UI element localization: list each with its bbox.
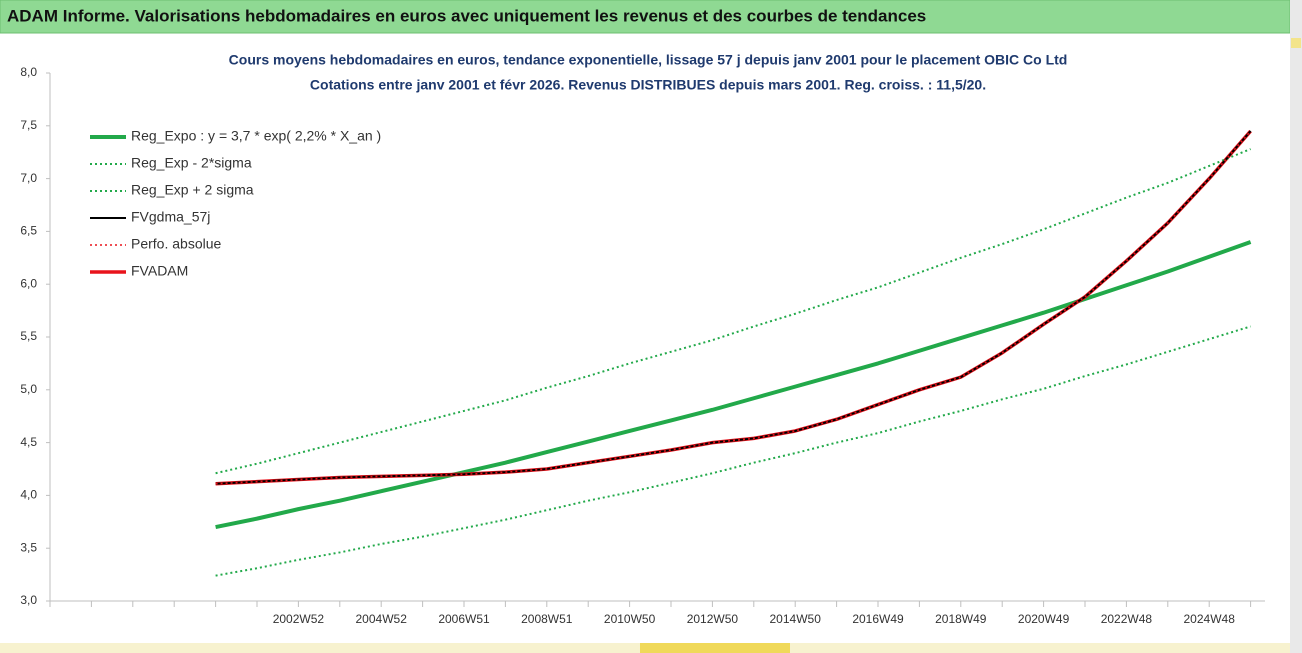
y-tick-label: 8,0 bbox=[20, 65, 37, 79]
y-tick-label: 5,0 bbox=[20, 382, 37, 396]
x-tick-label: 2014W50 bbox=[770, 612, 822, 626]
x-tick-label: 2006W51 bbox=[438, 612, 490, 626]
header-title: ADAM Informe. Valorisations hebdomadaire… bbox=[7, 6, 926, 25]
legend-label: FVgdma_57j bbox=[131, 209, 210, 225]
legend-label: Reg_Expo : y = 3,7 * exp( 2,2% * X_an ) bbox=[131, 128, 381, 144]
x-tick-label: 2002W52 bbox=[273, 612, 325, 626]
legend-label: Reg_Exp - 2*sigma bbox=[131, 155, 252, 171]
y-tick-label: 6,0 bbox=[20, 276, 37, 290]
y-tick-label: 4,0 bbox=[20, 488, 37, 502]
legend-label: FVADAM bbox=[131, 263, 188, 279]
x-tick-label: 2008W51 bbox=[521, 612, 573, 626]
y-tick-label: 7,0 bbox=[20, 171, 37, 185]
chart-title: Cours moyens hebdomadaires en euros, ten… bbox=[229, 52, 1068, 68]
legend-label: Reg_Exp + 2 sigma bbox=[131, 182, 254, 198]
y-tick-label: 6,5 bbox=[20, 224, 37, 238]
x-tick-label: 2010W50 bbox=[604, 612, 656, 626]
series-line bbox=[215, 130, 1252, 485]
y-tick-label: 5,5 bbox=[20, 329, 37, 343]
series-line bbox=[215, 148, 1251, 475]
y-tick-label: 3,5 bbox=[20, 540, 37, 554]
chart-subtitle: Cotations entre janv 2001 et févr 2026. … bbox=[310, 77, 986, 93]
bottom-cell bbox=[640, 643, 790, 653]
series-line bbox=[215, 325, 1251, 577]
x-tick-label: 2018W49 bbox=[935, 612, 987, 626]
x-tick-label: 2004W52 bbox=[356, 612, 408, 626]
legend-label: Perfo. absolue bbox=[131, 236, 221, 252]
y-tick-label: 4,5 bbox=[20, 435, 37, 449]
side-strip bbox=[1290, 0, 1302, 653]
y-tick-label: 7,5 bbox=[20, 118, 37, 132]
x-tick-label: 2016W49 bbox=[852, 612, 904, 626]
x-tick-label: 2012W50 bbox=[687, 612, 739, 626]
x-tick-label: 2024W48 bbox=[1184, 612, 1236, 626]
side-cell bbox=[1291, 38, 1301, 48]
y-tick-label: 3,0 bbox=[20, 593, 37, 607]
x-tick-label: 2022W48 bbox=[1101, 612, 1153, 626]
x-tick-label: 2020W49 bbox=[1018, 612, 1070, 626]
